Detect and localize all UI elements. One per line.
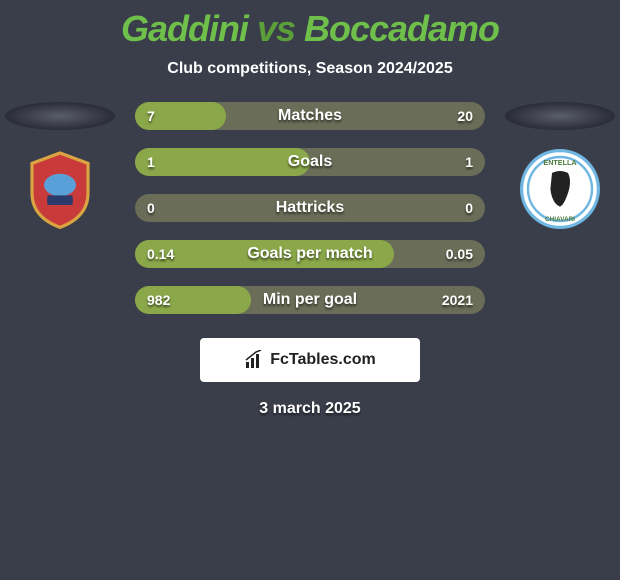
stat-row: 982Min per goal2021 [135, 286, 485, 314]
club-left [0, 102, 120, 234]
club-crest-left [15, 144, 105, 234]
title-vs: vs [248, 8, 304, 49]
player-silhouette-left [5, 102, 115, 130]
title-player-right: Boccadamo [304, 8, 499, 49]
crest-text-bottom: CHIAVARI [545, 216, 575, 223]
footer-date: 3 march 2025 [0, 400, 620, 418]
stat-label: Hattricks [135, 199, 485, 217]
stat-value-left: 1 [147, 154, 155, 170]
stat-value-left: 7 [147, 108, 155, 124]
club-crest-right: ENTELLA CHIAVARI [515, 144, 605, 234]
stat-value-right: 1 [465, 154, 473, 170]
stat-value-left: 982 [147, 292, 170, 308]
stat-row: 0Hattricks0 [135, 194, 485, 222]
chart-icon [244, 350, 264, 370]
brand-badge: FcTables.com [200, 338, 420, 382]
subtitle: Club competitions, Season 2024/2025 [0, 60, 620, 78]
page-title: Gaddini vs Boccadamo [0, 0, 620, 50]
stat-value-left: 0 [147, 200, 155, 216]
crest-text-top: ENTELLA [543, 158, 576, 167]
stat-bar-fill-left [135, 148, 310, 176]
stat-value-right: 20 [457, 108, 473, 124]
title-player-left: Gaddini [121, 8, 248, 49]
stat-value-right: 0 [465, 200, 473, 216]
comparison-panel: ENTELLA CHIAVARI 7Matches20 1Goals1 0Hattr… [0, 102, 620, 418]
club-badge-icon: ENTELLA CHIAVARI [520, 149, 600, 229]
stats-list: 7Matches20 1Goals1 0Hattricks0 0.14Goals pe… [135, 102, 485, 314]
club-right: ENTELLA CHIAVARI [500, 102, 620, 234]
player-silhouette-right [505, 102, 615, 130]
stat-value-right: 2021 [442, 292, 473, 308]
stat-row: 1Goals1 [135, 148, 485, 176]
shield-icon [20, 149, 100, 229]
brand-text: FcTables.com [270, 351, 376, 369]
stat-value-right: 0.05 [446, 246, 473, 262]
stat-value-left: 0.14 [147, 246, 174, 262]
stat-row: 7Matches20 [135, 102, 485, 130]
stat-row: 0.14Goals per match0.05 [135, 240, 485, 268]
